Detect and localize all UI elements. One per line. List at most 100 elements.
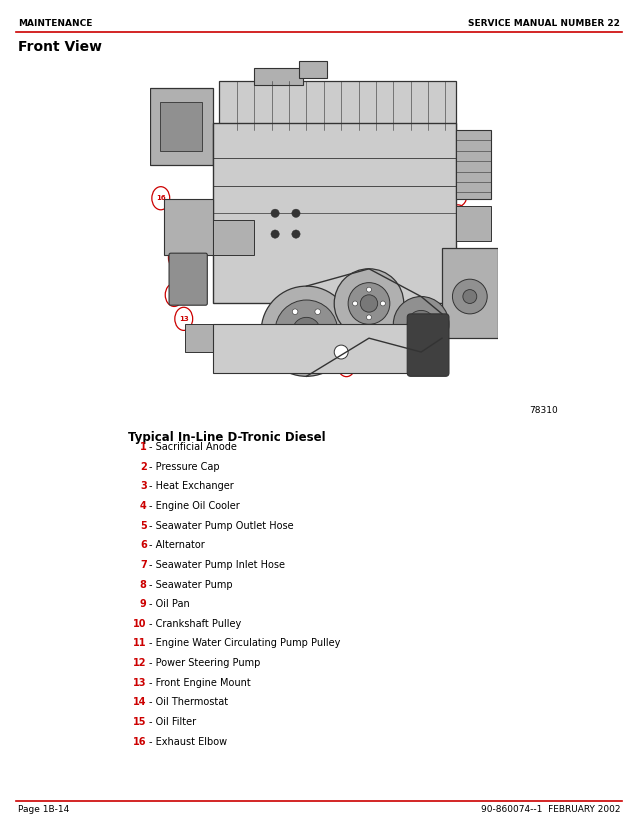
Circle shape <box>447 265 464 288</box>
Circle shape <box>348 282 390 325</box>
Text: 2: 2 <box>140 462 147 472</box>
Text: 15: 15 <box>172 254 182 261</box>
Text: 11: 11 <box>133 638 147 648</box>
Circle shape <box>463 290 477 303</box>
Circle shape <box>338 354 355 377</box>
Text: 10: 10 <box>133 619 147 629</box>
FancyBboxPatch shape <box>185 325 241 352</box>
FancyBboxPatch shape <box>169 253 207 305</box>
Circle shape <box>281 329 286 334</box>
Text: 10: 10 <box>281 356 291 363</box>
Text: - Exhaust Elbow: - Exhaust Elbow <box>149 737 226 747</box>
Circle shape <box>165 283 183 306</box>
Circle shape <box>326 329 332 334</box>
Circle shape <box>292 209 300 217</box>
FancyBboxPatch shape <box>254 68 303 85</box>
Circle shape <box>355 111 373 134</box>
Circle shape <box>204 325 221 349</box>
Text: 12: 12 <box>207 334 218 340</box>
Circle shape <box>277 348 295 371</box>
FancyBboxPatch shape <box>160 102 202 151</box>
Text: 6: 6 <box>140 540 147 550</box>
Text: 11: 11 <box>244 346 254 353</box>
Text: 9: 9 <box>344 361 349 369</box>
Text: - Engine Water Circulating Pump Pulley: - Engine Water Circulating Pump Pulley <box>149 638 340 648</box>
Text: 78310: 78310 <box>530 406 558 415</box>
Text: Typical In-Line D-Tronic Diesel: Typical In-Line D-Tronic Diesel <box>128 431 325 444</box>
Circle shape <box>382 345 399 368</box>
Circle shape <box>407 311 435 338</box>
Text: - Sacrificial Anode: - Sacrificial Anode <box>149 442 237 452</box>
Text: 4: 4 <box>456 191 461 199</box>
Text: 7: 7 <box>429 331 434 339</box>
Circle shape <box>449 205 467 228</box>
Text: - Alternator: - Alternator <box>149 540 204 550</box>
Circle shape <box>261 286 352 377</box>
Circle shape <box>367 287 371 292</box>
Text: MAINTENANCE: MAINTENANCE <box>18 19 93 28</box>
Circle shape <box>271 230 279 238</box>
Circle shape <box>404 131 422 154</box>
Text: - Seawater Pump Inlet Hose: - Seawater Pump Inlet Hose <box>149 560 285 570</box>
Text: 4: 4 <box>140 501 147 511</box>
Circle shape <box>380 301 385 306</box>
Circle shape <box>315 348 320 354</box>
Text: 5: 5 <box>456 212 461 221</box>
Text: 8: 8 <box>140 580 147 590</box>
Text: 16: 16 <box>156 195 166 202</box>
Text: - Oil Filter: - Oil Filter <box>149 717 196 727</box>
Text: - Heat Exchanger: - Heat Exchanger <box>149 482 234 491</box>
Circle shape <box>315 309 320 315</box>
Text: Front View: Front View <box>18 40 102 54</box>
Text: - Front Engine Mount: - Front Engine Mount <box>149 678 250 688</box>
Text: 13: 13 <box>133 678 147 688</box>
Text: 5: 5 <box>140 520 147 530</box>
Circle shape <box>168 246 186 269</box>
Circle shape <box>353 301 357 306</box>
Text: Page 1B-14: Page 1B-14 <box>18 805 69 814</box>
Text: 14: 14 <box>169 292 179 298</box>
Text: 1: 1 <box>316 110 322 118</box>
Text: - Engine Oil Cooler: - Engine Oil Cooler <box>149 501 239 511</box>
FancyBboxPatch shape <box>164 199 212 255</box>
Circle shape <box>334 268 404 338</box>
FancyBboxPatch shape <box>442 248 498 338</box>
Text: 14: 14 <box>133 697 147 708</box>
Circle shape <box>360 295 378 312</box>
Circle shape <box>422 324 440 347</box>
FancyBboxPatch shape <box>407 314 449 377</box>
Circle shape <box>175 307 193 330</box>
Circle shape <box>367 315 371 320</box>
Text: - Seawater Pump Outlet Hose: - Seawater Pump Outlet Hose <box>149 520 293 530</box>
Circle shape <box>334 345 348 359</box>
Text: 7: 7 <box>140 560 147 570</box>
Circle shape <box>310 102 328 126</box>
Text: - Oil Pan: - Oil Pan <box>149 599 189 610</box>
Text: 3: 3 <box>140 482 147 491</box>
FancyBboxPatch shape <box>212 221 254 255</box>
Circle shape <box>240 338 258 361</box>
Circle shape <box>271 209 279 217</box>
Text: - Seawater Pump: - Seawater Pump <box>149 580 232 590</box>
Text: SERVICE MANUAL NUMBER 22: SERVICE MANUAL NUMBER 22 <box>468 19 620 28</box>
Circle shape <box>152 187 170 210</box>
FancyBboxPatch shape <box>456 206 491 241</box>
Text: 12: 12 <box>133 658 147 668</box>
Text: 6: 6 <box>453 273 458 281</box>
Text: - Power Steering Pump: - Power Steering Pump <box>149 658 260 668</box>
FancyBboxPatch shape <box>299 60 327 78</box>
Text: 9: 9 <box>140 599 147 610</box>
Text: 16: 16 <box>133 737 147 747</box>
Text: 8: 8 <box>388 353 393 361</box>
Text: - Crankshaft Pulley: - Crankshaft Pulley <box>149 619 241 629</box>
Text: 1: 1 <box>140 442 147 452</box>
Circle shape <box>452 279 487 314</box>
Circle shape <box>275 300 338 363</box>
Text: 90-860074--1  FEBRUARY 2002: 90-860074--1 FEBRUARY 2002 <box>480 805 620 814</box>
FancyBboxPatch shape <box>456 130 491 199</box>
Circle shape <box>449 183 467 206</box>
Circle shape <box>292 348 298 354</box>
Text: 2: 2 <box>361 118 366 126</box>
Text: 13: 13 <box>179 316 189 322</box>
Circle shape <box>292 317 320 345</box>
